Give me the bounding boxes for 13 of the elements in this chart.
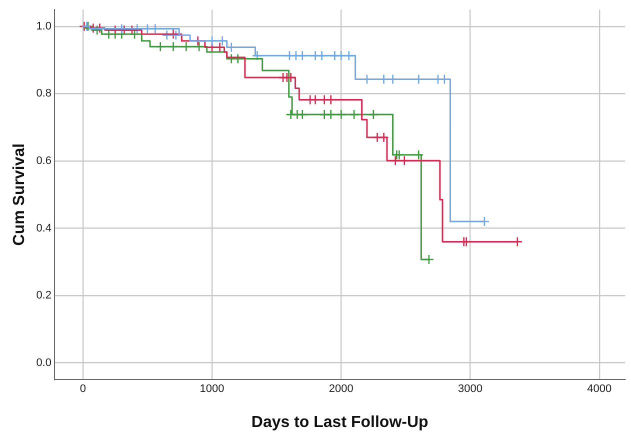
y-axis-title: Cum Survival	[11, 143, 28, 246]
x-axis-title: Days to Last Follow-Up	[251, 414, 429, 431]
y-tick-label: 1.0	[36, 20, 52, 32]
x-tick-label: 3000	[458, 383, 482, 396]
y-tick-label: 0.8	[36, 88, 52, 100]
y-tick-label: 0.6	[36, 154, 52, 167]
x-tick-label: 4000	[587, 383, 612, 396]
y-tick-label: 0.2	[36, 290, 52, 302]
x-tick-label: 0	[80, 383, 86, 396]
y-tick-label: 0.0	[36, 356, 52, 369]
y-tick-label: 0.4	[36, 222, 52, 234]
x-tick-label: 1000	[200, 383, 224, 396]
x-tick-label: 2000	[328, 383, 354, 396]
